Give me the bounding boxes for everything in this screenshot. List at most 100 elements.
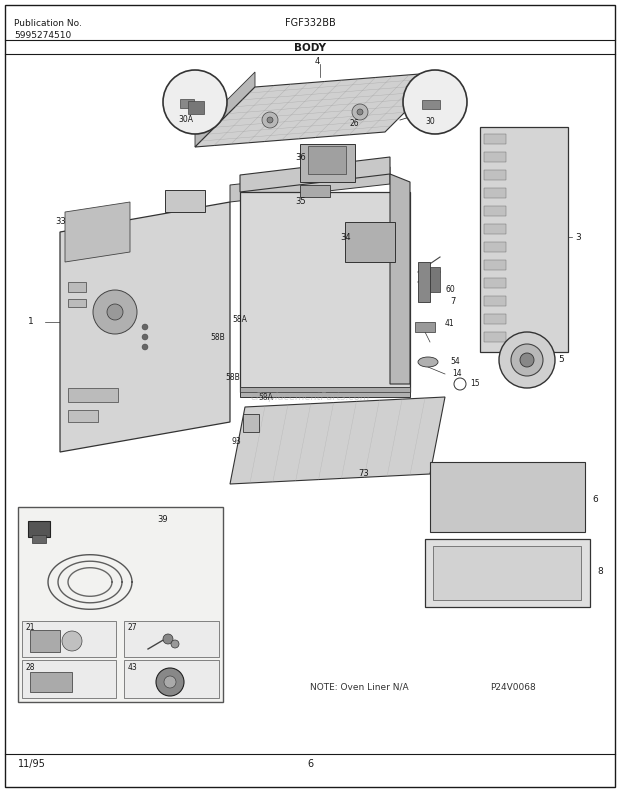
Circle shape xyxy=(403,70,467,134)
Bar xyxy=(124,621,219,657)
Bar xyxy=(240,192,410,392)
Bar xyxy=(430,462,585,532)
Polygon shape xyxy=(65,202,130,262)
Polygon shape xyxy=(230,397,445,484)
Text: 35: 35 xyxy=(295,197,306,207)
Text: 28: 28 xyxy=(26,664,35,672)
Circle shape xyxy=(163,634,173,644)
Bar xyxy=(345,222,395,262)
Bar xyxy=(32,535,46,543)
Text: 4: 4 xyxy=(315,58,321,67)
Text: 7: 7 xyxy=(450,298,455,307)
Circle shape xyxy=(156,668,184,696)
Circle shape xyxy=(164,676,176,688)
Bar xyxy=(484,188,506,198)
Circle shape xyxy=(499,332,555,388)
Text: 58B: 58B xyxy=(225,372,240,382)
Bar xyxy=(415,322,435,332)
Bar xyxy=(484,278,506,288)
Polygon shape xyxy=(390,174,410,384)
Bar xyxy=(484,224,506,234)
Circle shape xyxy=(62,631,82,651)
Text: 93: 93 xyxy=(232,437,242,447)
Text: 6: 6 xyxy=(307,759,313,769)
Text: 58B: 58B xyxy=(210,333,224,341)
Bar xyxy=(165,190,205,212)
Bar xyxy=(22,660,116,698)
Bar xyxy=(68,299,86,307)
Bar xyxy=(240,387,410,397)
Bar xyxy=(180,99,194,108)
Bar xyxy=(30,672,72,692)
Text: 34: 34 xyxy=(340,233,351,242)
Text: 58A: 58A xyxy=(258,393,273,402)
Bar xyxy=(28,521,50,537)
Text: 60: 60 xyxy=(445,284,454,294)
Text: 30: 30 xyxy=(425,116,435,125)
Text: FGF332BB: FGF332BB xyxy=(285,18,335,28)
Bar xyxy=(308,146,346,174)
Bar xyxy=(418,262,430,302)
Circle shape xyxy=(163,70,227,134)
Text: 58A: 58A xyxy=(232,315,247,325)
Text: 55: 55 xyxy=(170,197,180,207)
Text: 21: 21 xyxy=(26,623,35,633)
Polygon shape xyxy=(240,157,390,192)
Bar xyxy=(484,206,506,216)
Bar xyxy=(68,410,98,422)
Text: 27: 27 xyxy=(128,623,138,633)
Text: P24V0068: P24V0068 xyxy=(490,683,536,691)
Circle shape xyxy=(142,324,148,330)
Circle shape xyxy=(267,117,273,123)
Text: BODY: BODY xyxy=(294,43,326,53)
Bar xyxy=(30,630,60,652)
Polygon shape xyxy=(230,167,390,202)
Circle shape xyxy=(352,104,368,120)
Circle shape xyxy=(262,112,278,128)
Text: 11/95: 11/95 xyxy=(18,759,46,769)
Text: 54: 54 xyxy=(450,357,460,367)
Text: 73: 73 xyxy=(358,470,369,478)
Bar xyxy=(430,267,440,292)
Text: 36: 36 xyxy=(295,153,306,162)
Bar xyxy=(484,296,506,306)
Bar xyxy=(484,332,506,342)
Circle shape xyxy=(107,304,123,320)
Circle shape xyxy=(511,344,543,376)
Bar xyxy=(484,314,506,324)
Bar xyxy=(484,134,506,144)
Text: NOTE: Oven Liner N/A: NOTE: Oven Liner N/A xyxy=(310,683,409,691)
Bar xyxy=(484,152,506,162)
Circle shape xyxy=(142,344,148,350)
Text: eReplacementParts.com: eReplacementParts.com xyxy=(250,392,370,402)
Polygon shape xyxy=(195,72,255,147)
Bar xyxy=(433,546,581,600)
Bar xyxy=(422,100,440,109)
Bar xyxy=(480,127,568,352)
Text: 14: 14 xyxy=(452,370,462,379)
Circle shape xyxy=(93,290,137,334)
Text: 33: 33 xyxy=(55,218,66,227)
Bar xyxy=(484,242,506,252)
Bar xyxy=(300,144,355,182)
Text: 30A: 30A xyxy=(178,116,193,124)
Bar xyxy=(22,621,116,657)
Text: 5995274510: 5995274510 xyxy=(14,31,71,40)
Text: 5: 5 xyxy=(558,356,564,364)
Circle shape xyxy=(520,353,534,367)
Bar xyxy=(484,170,506,180)
Text: 3: 3 xyxy=(575,233,581,242)
Bar xyxy=(18,507,223,702)
Text: 15: 15 xyxy=(470,379,480,389)
Text: 6: 6 xyxy=(592,494,598,504)
Text: 1: 1 xyxy=(28,318,33,326)
Text: Publication No.: Publication No. xyxy=(14,20,82,29)
Bar xyxy=(243,414,259,432)
Text: 8: 8 xyxy=(597,568,603,577)
Circle shape xyxy=(171,640,179,648)
Text: 39: 39 xyxy=(157,516,167,524)
Bar xyxy=(124,660,219,698)
Bar xyxy=(425,539,590,607)
Polygon shape xyxy=(60,202,230,452)
Polygon shape xyxy=(195,72,445,147)
